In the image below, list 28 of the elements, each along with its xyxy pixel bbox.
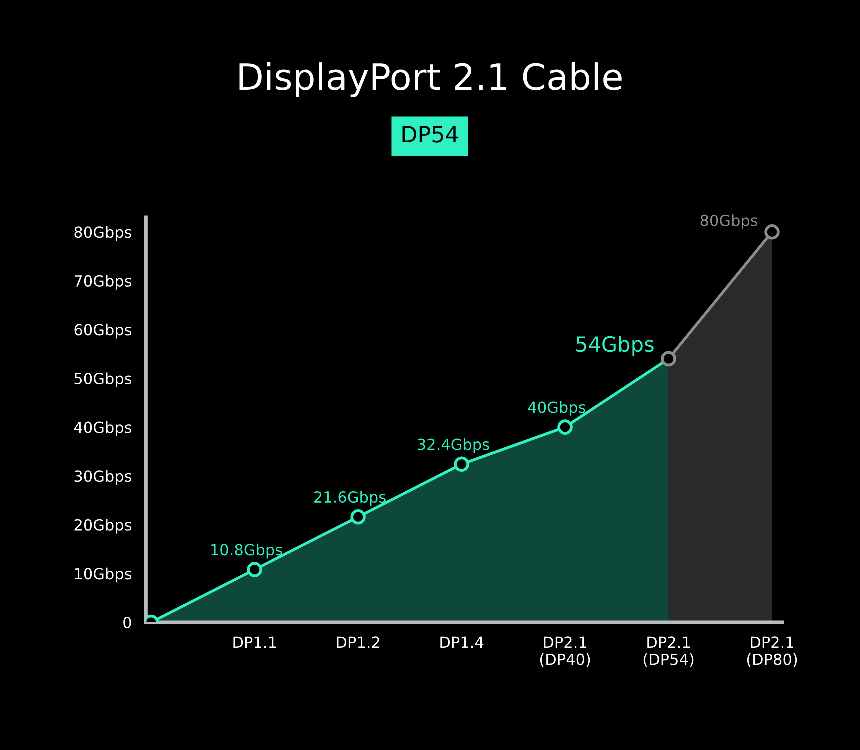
data-label: 80Gbps [700,214,758,230]
x-tick-label: DP2.1 (DP54) [644,636,694,668]
chart-title: DisplayPort 2.1 Cable [240,62,622,98]
point [764,224,780,240]
x-tick-label: DP2.1 (DP40) [540,636,590,668]
y-tick-label: 10Gbps [75,568,132,583]
y-tick-label: 50Gbps [74,372,132,388]
data-label: 21.6Gbps [314,491,386,506]
y-tick-label: 40Gbps [74,422,132,436]
x-tick-label: DP2.1 (DP80) [747,636,798,668]
y-tick-label: 80Gbps [74,226,132,242]
point [454,456,470,472]
point [350,509,366,525]
point [247,562,262,578]
data-label: 32.4Gbps [418,438,490,454]
y-tick-label: 20Gbps [74,519,132,534]
y-tick-label: 60Gbps [74,324,132,339]
data-label: 54Gbps [576,336,654,356]
y-tick-label: 0 [124,616,132,629]
data-label: 40Gbps [528,401,586,416]
chart-subtitle: DP54 [402,126,458,143]
y-tick-label: 30Gbps [74,470,132,486]
x-tick-label: DP1.4 [440,636,484,648]
point [558,420,573,435]
x-tick-label: DP1.2 [337,636,380,648]
x-tick-label: DP1.1 [234,636,276,648]
y-tick-label: 70Gbps [74,275,132,290]
data-label: 10.8Gbps [212,544,282,559]
